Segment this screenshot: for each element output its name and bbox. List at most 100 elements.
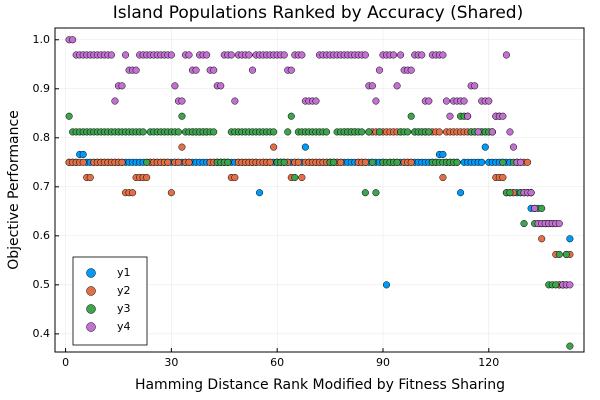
point: [164, 158, 172, 166]
point: [255, 189, 264, 197]
point: [203, 51, 211, 59]
point: [471, 82, 479, 90]
point: [107, 51, 115, 59]
y-tick-label: 0.8: [33, 131, 51, 144]
legend-box: [72, 256, 148, 346]
point: [217, 82, 225, 90]
point: [227, 51, 235, 59]
point: [555, 250, 563, 259]
point: [404, 128, 412, 136]
legend-label: y4: [117, 320, 131, 333]
point: [439, 51, 447, 59]
point: [210, 66, 218, 74]
point: [566, 342, 574, 350]
point: [248, 66, 257, 74]
point: [284, 128, 292, 136]
point: [143, 158, 151, 166]
point: [488, 128, 496, 136]
point: [185, 51, 193, 59]
point: [323, 128, 331, 136]
point: [481, 143, 489, 151]
point: [439, 173, 447, 182]
point: [270, 143, 278, 151]
point: [118, 82, 126, 90]
point: [397, 51, 405, 59]
chart-title: Island Populations Ranked by Accuracy (S…: [113, 3, 523, 23]
point: [174, 158, 182, 166]
point: [516, 158, 525, 166]
point: [538, 235, 546, 243]
plot-frame: [54, 27, 585, 353]
point: [478, 158, 486, 166]
point: [365, 128, 373, 136]
point: [210, 128, 218, 136]
point: [121, 51, 130, 59]
point: [111, 97, 119, 105]
point: [368, 158, 376, 166]
point: [457, 189, 465, 197]
point: [171, 82, 179, 90]
point: [393, 158, 401, 166]
point: [361, 158, 369, 166]
point: [372, 189, 380, 197]
point: [442, 97, 451, 105]
point: [185, 158, 193, 166]
y-tick-label: 0.9: [33, 82, 51, 95]
point: [178, 97, 186, 105]
point: [520, 220, 528, 228]
point: [361, 189, 369, 197]
point: [178, 143, 186, 151]
legend-marker: [86, 304, 96, 314]
point: [555, 220, 563, 228]
point: [79, 158, 87, 166]
legend-marker: [86, 286, 96, 296]
point: [291, 173, 299, 182]
y-tick-label: 1.0: [33, 33, 51, 46]
point: [143, 173, 151, 182]
point: [460, 97, 468, 105]
legend-label: y2: [117, 284, 131, 297]
y-tick-label: 0.4: [33, 327, 51, 340]
legend-marker: [86, 268, 96, 278]
y-tick-label: 0.6: [33, 229, 51, 242]
point: [446, 112, 454, 120]
point: [231, 97, 239, 105]
point: [86, 173, 94, 182]
point: [280, 158, 288, 166]
point: [566, 235, 574, 243]
x-axis-label: Hamming Distance Rank Modified by Fitnes…: [135, 377, 505, 393]
y-axis-label: Objective Performance: [6, 110, 22, 270]
point: [337, 158, 345, 166]
point: [527, 189, 535, 197]
x-tick-label: 60: [270, 356, 284, 369]
point: [425, 128, 433, 136]
point: [499, 158, 507, 166]
x-tick-label: 120: [478, 356, 499, 369]
legend-label: y1: [117, 266, 131, 279]
point: [368, 82, 376, 90]
point: [499, 173, 507, 182]
point: [506, 128, 514, 136]
point: [509, 143, 518, 151]
point: [139, 128, 147, 136]
point: [330, 158, 338, 166]
point: [474, 128, 482, 136]
point: [407, 158, 415, 166]
point: [280, 51, 288, 59]
point: [382, 281, 391, 289]
point: [464, 112, 472, 120]
point: [407, 112, 415, 120]
point: [178, 112, 186, 120]
x-tick-label: 30: [164, 356, 178, 369]
point: [79, 150, 87, 159]
point: [506, 189, 514, 197]
point: [287, 112, 295, 120]
legend-marker: [86, 322, 96, 332]
y-tick-label: 0.7: [33, 180, 51, 193]
point: [287, 66, 295, 74]
point: [425, 97, 433, 105]
y-tick-label: 0.5: [33, 278, 51, 291]
point: [485, 97, 493, 105]
